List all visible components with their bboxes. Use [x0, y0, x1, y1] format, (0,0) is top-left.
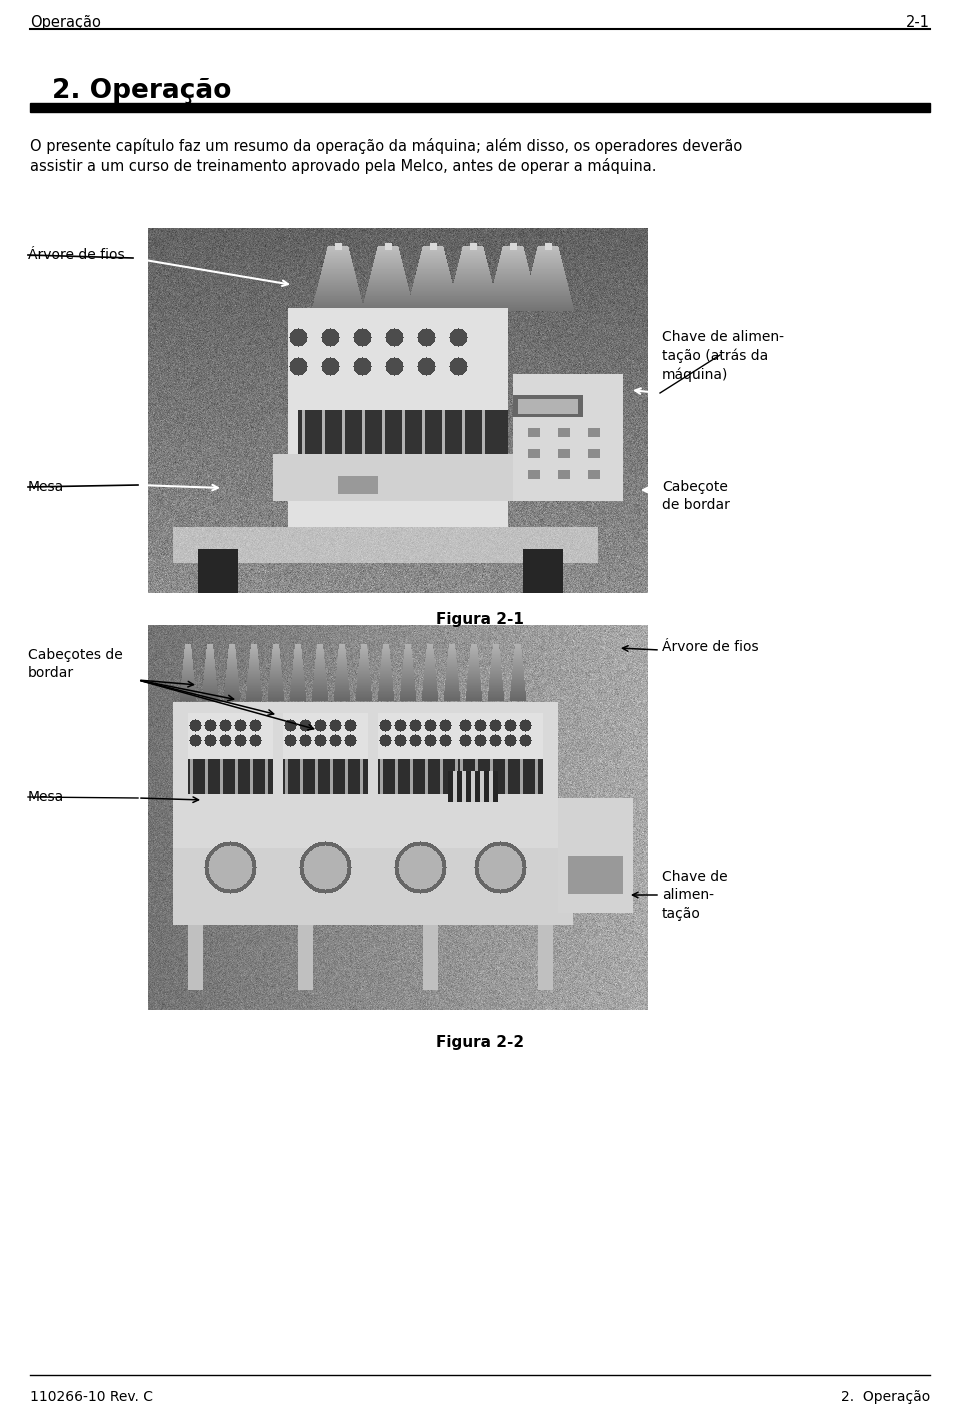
Bar — [30, 103, 930, 112]
Text: Árvore de fios: Árvore de fios — [28, 249, 125, 261]
Text: Mesa: Mesa — [28, 790, 64, 804]
Text: 2. Operação: 2. Operação — [52, 79, 231, 104]
Text: Operação: Operação — [30, 15, 101, 30]
Text: Cabeçote
de bordar: Cabeçote de bordar — [662, 481, 730, 513]
Text: Figura 2-1: Figura 2-1 — [436, 613, 524, 627]
Text: Chave de alimen-
tação (atrás da
máquina): Chave de alimen- tação (atrás da máquina… — [662, 330, 784, 382]
Text: Figura 2-2: Figura 2-2 — [436, 1035, 524, 1050]
Text: assistir a um curso de treinamento aprovado pela Melco, antes de operar a máquin: assistir a um curso de treinamento aprov… — [30, 157, 657, 174]
Text: Chave de
alimen-
tação: Chave de alimen- tação — [662, 870, 728, 920]
Text: 110266-10 Rev. C: 110266-10 Rev. C — [30, 1390, 153, 1404]
Text: Árvore de fios: Árvore de fios — [662, 641, 758, 653]
Text: Cabeçotes de
bordar: Cabeçotes de bordar — [28, 648, 123, 680]
Text: O presente capítulo faz um resumo da operação da máquina; além disso, os operado: O presente capítulo faz um resumo da ope… — [30, 138, 742, 155]
Text: Mesa: Mesa — [28, 481, 64, 495]
Text: 2.  Operação: 2. Operação — [841, 1390, 930, 1404]
Text: 2-1: 2-1 — [906, 15, 930, 30]
